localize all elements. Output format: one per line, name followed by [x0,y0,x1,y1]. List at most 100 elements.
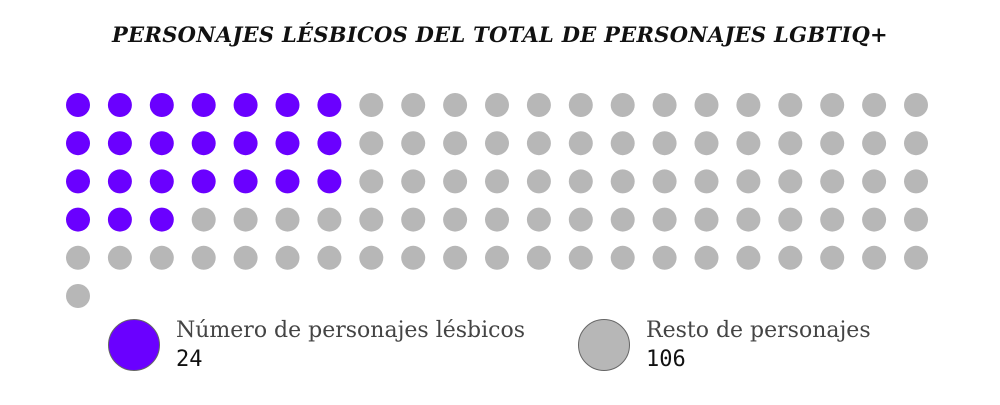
dot-rest [401,93,426,117]
dot-lesbian [233,169,258,194]
dot-lesbian [317,131,342,156]
legend-label: Resto de personajes [646,318,871,343]
dot-rest [652,207,677,232]
dot-lesbian [149,207,174,232]
dot-rest [652,245,677,270]
dot-lesbian [66,93,90,117]
dot-lesbian [191,131,216,156]
dot-rest [610,169,635,194]
legend-swatch-lesbian [108,319,160,371]
waffle-chart [66,93,928,308]
legend-value: 24 [176,347,203,372]
dot-rest [275,207,300,232]
dot-rest [275,245,300,270]
dot-lesbian [66,131,90,156]
dot-rest [443,207,468,232]
dot-rest [485,131,509,156]
dot-rest [904,131,928,156]
dot-rest [401,169,426,194]
dot-rest [694,93,719,117]
dot-rest [820,93,845,117]
dot-rest [526,207,551,232]
dot-rest [652,93,677,117]
dot-rest [904,207,928,232]
dot-rest [443,131,468,156]
dot-rest [66,245,90,270]
dot-lesbian [66,207,90,232]
dot-rest [568,169,593,194]
dot-lesbian [107,93,132,117]
dot-rest [610,207,635,232]
dot-lesbian [107,207,132,232]
dot-rest [191,245,216,270]
dot-rest [652,131,677,156]
dot-rest [359,245,384,270]
dot-rest [736,131,761,156]
dot-rest [443,93,468,117]
dot-rest [568,93,593,117]
dot-lesbian [191,169,216,194]
dot-rest [820,207,845,232]
dot-rest [485,245,509,270]
dot-lesbian [275,169,300,194]
dot-lesbian [107,131,132,156]
dot-rest [66,284,90,308]
dot-lesbian [149,93,174,117]
dot-rest [694,207,719,232]
legend-value: 106 [646,347,686,372]
dot-lesbian [107,169,132,194]
dot-rest [904,93,928,117]
dot-lesbian [66,169,90,194]
dot-rest [862,93,887,117]
dot-rest [359,207,384,232]
dot-rest [820,245,845,270]
dot-rest [526,245,551,270]
dot-rest [443,245,468,270]
dot-rest [862,169,887,194]
dot-rest [820,131,845,156]
dot-rest [401,207,426,232]
dot-rest [149,245,174,270]
dot-lesbian [233,93,258,117]
dot-rest [107,245,132,270]
dot-rest [568,131,593,156]
dot-rest [359,93,384,117]
legend-swatch-rest [578,319,630,371]
dot-rest [862,207,887,232]
dot-rest [778,245,803,270]
dot-rest [652,169,677,194]
dot-rest [485,207,509,232]
dot-rest [526,131,551,156]
dot-rest [736,93,761,117]
dot-rest [233,245,258,270]
dot-rest [191,207,216,232]
dot-rest [736,169,761,194]
legend-label: Número de personajes lésbicos [176,318,526,343]
dot-rest [443,169,468,194]
dot-lesbian [149,169,174,194]
dot-rest [778,169,803,194]
dot-rest [694,245,719,270]
dot-rest [778,93,803,117]
dot-lesbian [233,131,258,156]
dot-rest [526,93,551,117]
dot-rest [862,131,887,156]
dot-rest [904,245,928,270]
dot-rest [778,131,803,156]
dot-rest [904,169,928,194]
dot-rest [568,207,593,232]
dot-lesbian [275,93,300,117]
dot-rest [317,207,342,232]
dot-lesbian [317,93,342,117]
dot-rest [694,169,719,194]
chart-title: PERSONAJES LÉSBICOS DEL TOTAL DE PERSONA… [112,22,888,47]
dot-lesbian [317,169,342,194]
dot-rest [317,245,342,270]
dot-rest [526,169,551,194]
dot-rest [778,207,803,232]
dot-rest [610,93,635,117]
dot-rest [485,93,509,117]
dot-rest [401,245,426,270]
dot-rest [862,245,887,270]
dot-rest [736,245,761,270]
